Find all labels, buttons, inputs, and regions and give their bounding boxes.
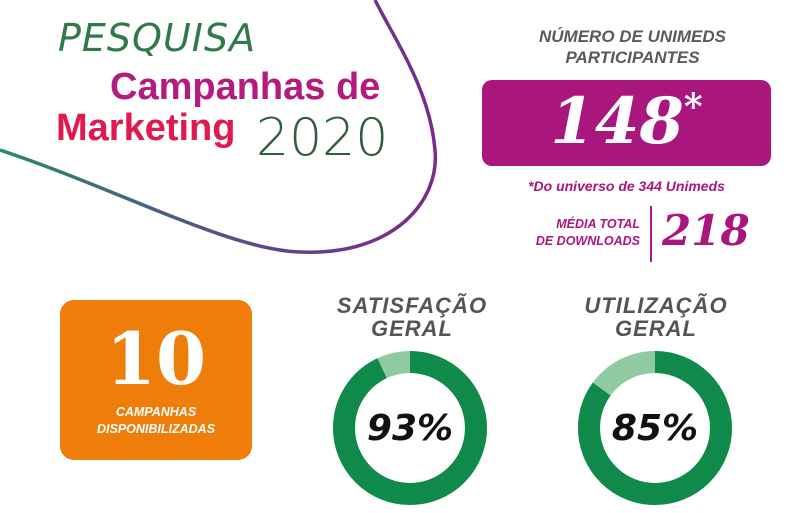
participants-value-wrap: 148* bbox=[482, 84, 771, 159]
participants-title-line-2: PARTICIPANTES bbox=[565, 48, 700, 67]
downloads-label-line-1: MÉDIA TOTAL bbox=[556, 217, 640, 231]
title-line-2: Marketing bbox=[56, 107, 236, 149]
campaigns-label-line-1: CAMPANHAS bbox=[115, 405, 197, 419]
satisfaction-percent: 93% bbox=[366, 408, 454, 449]
usage-title-line-1: UTILIZAÇÃO bbox=[584, 293, 728, 318]
usage-gauge: 85% bbox=[575, 348, 735, 508]
campaigns-label: CAMPANHAS DISPONIBILIZADAS bbox=[60, 404, 252, 438]
swoosh-curve bbox=[0, 0, 438, 254]
survey-label: PESQUISA bbox=[58, 16, 257, 60]
satisfaction-gauge: 93% bbox=[330, 348, 490, 508]
downloads-value: 218 bbox=[662, 206, 750, 255]
campaigns-label-line-2: DISPONIBILIZADAS bbox=[96, 422, 216, 436]
participants-asterisk: * bbox=[683, 86, 703, 128]
downloads-label-line-2: DE DOWNLOADS bbox=[535, 234, 640, 248]
title-year: 2020 bbox=[256, 108, 389, 168]
participants-footnote: *Do universo de 344 Unimeds bbox=[528, 178, 725, 194]
participants-value: 148 bbox=[550, 84, 684, 159]
participants-box: 148* bbox=[482, 80, 771, 166]
decorative-swoosh bbox=[0, 0, 438, 254]
participants-title: NÚMERO DE UNIMEDS PARTICIPANTES bbox=[490, 26, 775, 68]
satisfaction-title: SATISFAÇÃO GERAL bbox=[312, 294, 512, 340]
usage-title: UTILIZAÇÃO GERAL bbox=[556, 294, 756, 340]
usage-percent: 85% bbox=[611, 408, 699, 449]
participants-title-line-1: NÚMERO DE UNIMEDS bbox=[538, 27, 726, 46]
satisfaction-title-line-2: GERAL bbox=[371, 316, 453, 341]
campaigns-box: 10 CAMPANHAS DISPONIBILIZADAS bbox=[60, 300, 252, 460]
campaigns-value: 10 bbox=[105, 316, 207, 401]
downloads-label: MÉDIA TOTAL DE DOWNLOADS bbox=[514, 216, 640, 250]
satisfaction-title-line-1: SATISFAÇÃO bbox=[336, 293, 488, 318]
title-line-1: Campanhas de bbox=[110, 66, 381, 108]
downloads-divider bbox=[650, 206, 652, 262]
usage-title-line-2: GERAL bbox=[615, 316, 697, 341]
